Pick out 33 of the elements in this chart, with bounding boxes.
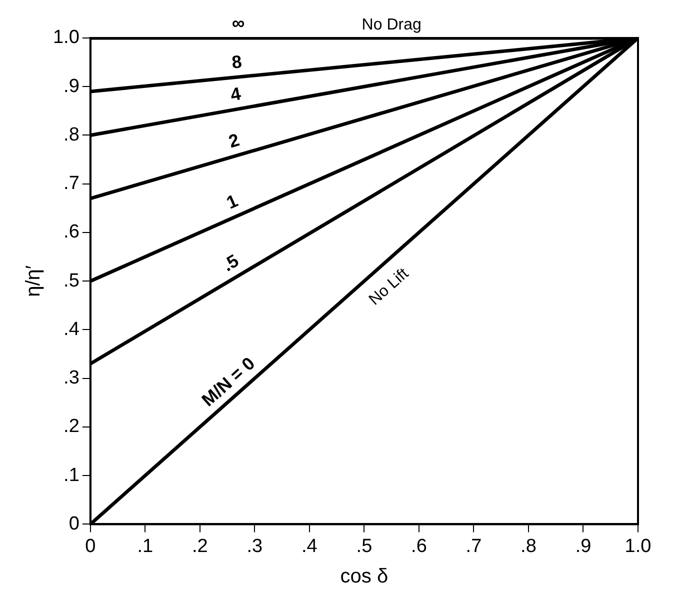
y-tick-label: .7 — [64, 173, 80, 194]
x-tick-label: .8 — [520, 536, 536, 557]
x-tick-label: 1.0 — [624, 536, 652, 557]
x-tick-label: .2 — [192, 536, 208, 557]
y-tick-label: .5 — [64, 270, 80, 292]
x-tick-label: .7 — [466, 536, 482, 557]
text: 1 — [224, 190, 241, 213]
text: 8 — [230, 52, 243, 73]
text: M/N = 0 — [198, 353, 259, 410]
x-tick-label: 0 — [85, 536, 96, 557]
x-axis-title: cos δ — [340, 566, 388, 588]
y-tick-label: .6 — [64, 222, 80, 243]
x-tick-label: .9 — [575, 536, 592, 557]
text: .5 — [219, 250, 242, 276]
annotation: No Lift — [366, 264, 412, 309]
x-tick-label: .4 — [302, 536, 318, 557]
y-axis-title: η/η′ — [22, 265, 45, 297]
annotation: No Drag — [362, 16, 422, 34]
y-tick-label: .8 — [64, 124, 80, 146]
y-tick-label: .4 — [64, 318, 80, 340]
text: 2 — [226, 130, 242, 152]
y-tick-label: .1 — [64, 464, 80, 486]
series-label: ∞ — [232, 12, 245, 33]
y-tick-label: 0 — [68, 513, 80, 534]
x-tick-label: .3 — [246, 536, 263, 557]
x-tick-label: .6 — [411, 536, 427, 557]
x-tick-label: .1 — [137, 536, 154, 557]
text: 4 — [228, 83, 242, 105]
y-tick-label: .9 — [64, 76, 80, 97]
y-tick-label: .3 — [64, 368, 80, 389]
y-tick-label: 1.0 — [52, 27, 80, 48]
y-tick-label: .2 — [64, 416, 80, 438]
x-tick-label: .5 — [356, 536, 372, 557]
